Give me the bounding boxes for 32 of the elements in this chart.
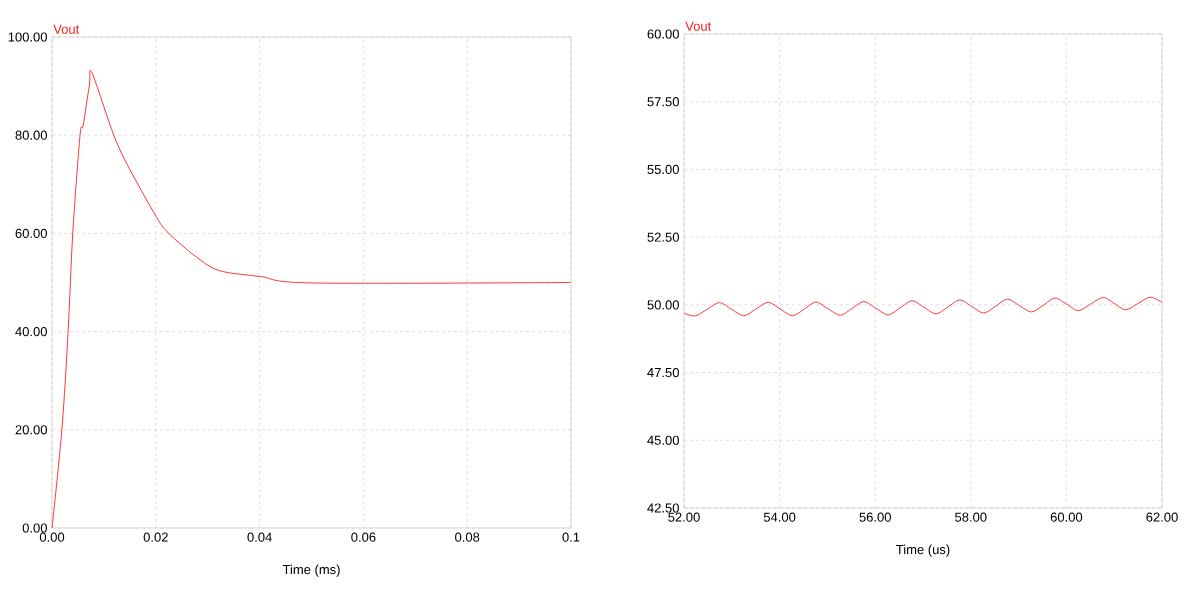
y-tick-label: 45.00 (647, 435, 679, 445)
x-axis-title: Time (us) (896, 544, 950, 557)
x-tick-label: 0.08 (455, 532, 480, 542)
y-tick-label: 100.00 (8, 32, 47, 42)
x-tick-label: 0.04 (247, 532, 272, 542)
x-tick-label: 0.06 (351, 532, 376, 542)
y-tick-label: 52.50 (647, 232, 679, 242)
x-tick-label: 54.00 (763, 512, 796, 522)
x-tick-label: 58.00 (955, 512, 987, 522)
x-tick-label: 56.00 (859, 512, 891, 522)
y-tick-label: 40.00 (15, 326, 47, 337)
y-tick-label: 57.50 (647, 97, 679, 107)
x-tick-label: 60.00 (1050, 512, 1083, 522)
x-tick-label: 62.00 (1146, 512, 1178, 522)
y-tick-label: 80.00 (15, 130, 47, 140)
line-series (51, 72, 572, 529)
y-tick-label: 60.00 (647, 29, 679, 39)
text: Vout (53, 24, 80, 34)
x-tick-label: 52.00 (668, 512, 700, 522)
line-series (683, 296, 1163, 317)
y-tick-label: 0.00 (22, 523, 47, 533)
x-tick-label: 0.00 (39, 532, 65, 542)
x-tick-label: 0.02 (143, 532, 168, 542)
x-axis-title: Time (ms) (282, 564, 340, 577)
y-tick-label: 42.50 (647, 503, 679, 513)
text: Vout (685, 21, 712, 31)
y-tick-label: 55.00 (647, 164, 679, 175)
y-tick-label: 47.50 (647, 367, 679, 378)
y-tick-label: 60.00 (15, 228, 47, 238)
y-tick-label: 20.00 (15, 425, 47, 435)
y-tick-label: 50.00 (647, 300, 679, 310)
x-tick-label: 0.1 (562, 532, 580, 542)
